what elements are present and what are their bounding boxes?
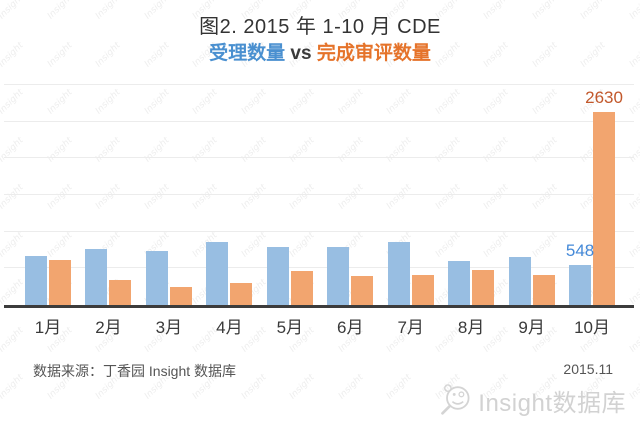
x-tick-label: 4月 <box>216 318 243 337</box>
bar-received-1月 <box>25 255 47 305</box>
bar-completed-6月 <box>351 275 374 305</box>
x-tick-label: 6月 <box>337 318 364 337</box>
bar-completed-4月 <box>230 283 253 305</box>
x-tick-label: 8月 <box>457 318 485 337</box>
x-tick-label: 3月 <box>155 318 183 337</box>
watermark-text: Insight <box>336 372 366 402</box>
publish-date: 2015.11 <box>563 361 613 377</box>
subtitle-vs: vs <box>290 43 317 64</box>
plot-area: 548 2630 <box>4 84 634 308</box>
watermark-text: Insight <box>287 372 317 402</box>
x-tick-label: 7月 <box>397 318 424 337</box>
bar-received-8月 <box>448 261 471 305</box>
branding-logo: Insight数据库 <box>438 380 626 421</box>
bar-completed-5月 <box>290 270 313 305</box>
branding-text: Insight数据库 <box>478 390 626 417</box>
gridline <box>4 84 634 85</box>
bar-value-label: 2630 <box>585 88 623 108</box>
bar-received-10月 <box>569 264 592 305</box>
x-tick-label: 10月 <box>574 318 610 337</box>
x-tick-label: 5月 <box>276 318 304 337</box>
gridline <box>4 120 634 122</box>
watermark-text: Insight <box>0 372 26 402</box>
bar-completed-10月 <box>593 112 616 305</box>
bar-completed-1月 <box>49 260 71 305</box>
watermark-text: Insight <box>384 372 414 402</box>
bar-received-2月 <box>85 249 108 305</box>
magnifier-smiley-icon <box>438 380 474 421</box>
gridline <box>4 194 634 195</box>
gridline <box>4 157 634 159</box>
subtitle-series-completed: 完成审评数量 <box>316 43 431 64</box>
x-tick-label: 1月 <box>34 318 62 337</box>
bar-completed-7月 <box>411 274 434 305</box>
gridline <box>4 230 634 232</box>
chart-title: 图2. 2015 年 1-10 月 CDE <box>199 16 441 38</box>
bar-received-6月 <box>327 247 350 305</box>
bar-received-3月 <box>145 251 168 305</box>
bar-completed-2月 <box>109 280 132 305</box>
x-tick-label: 2月 <box>95 318 122 337</box>
watermark-text: Insight <box>627 372 640 402</box>
watermark-text: Insight <box>239 372 269 402</box>
x-axis-labels: 1月 2月 3月 4月 5月 6月 7月 8月 9月 10月 <box>0 313 640 337</box>
bar-completed-3月 <box>169 287 192 305</box>
bar-received-9月 <box>508 256 531 305</box>
subtitle-series-received: 受理数量 <box>209 43 286 64</box>
bar-received-7月 <box>387 242 410 305</box>
x-tick-label: 9月 <box>518 318 545 337</box>
bar-completed-8月 <box>472 269 495 305</box>
bar-completed-9月 <box>532 274 555 305</box>
bar-value-label: 548 <box>565 240 595 260</box>
gridline <box>4 267 634 269</box>
chart-subtitle: 受理数量 vs 完成审评数量 <box>0 38 640 65</box>
bar-received-4月 <box>206 241 229 305</box>
bar-received-5月 <box>266 246 289 305</box>
data-source-note: 数据来源：丁香园 Insight 数据库 <box>33 363 237 379</box>
